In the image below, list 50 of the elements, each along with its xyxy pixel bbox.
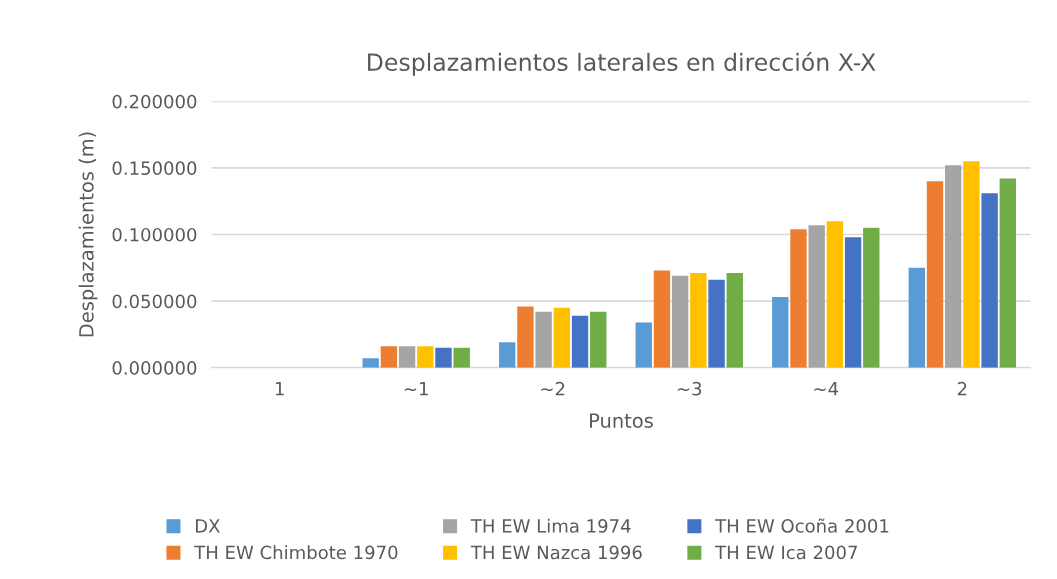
bar	[571, 315, 589, 368]
bar	[671, 275, 689, 368]
y-tick-label: 0.200000	[112, 94, 197, 109]
y-tick-label: 0.050000	[112, 294, 197, 309]
bar	[908, 267, 925, 368]
legend-label: DX	[196, 519, 220, 533]
bar	[690, 273, 707, 368]
bar	[590, 311, 607, 368]
bar	[499, 342, 516, 368]
y-tick-label: 0.000000	[112, 361, 197, 375]
bar	[453, 347, 470, 368]
x-axis-title: Puntos	[590, 413, 653, 428]
bar	[926, 181, 944, 368]
bar	[553, 307, 571, 368]
legend-label: TH EW Lima 1974	[470, 518, 631, 533]
legend-label: TH EW Nazca 1996	[470, 545, 642, 560]
x-tick-label: 1	[275, 382, 284, 396]
bar	[726, 273, 743, 368]
x-tick-label: ~1	[404, 382, 428, 396]
legend-label: TH EW Chimbote 1970	[194, 545, 398, 560]
bar	[772, 297, 789, 368]
bar	[826, 221, 844, 368]
bar	[362, 358, 379, 368]
x-tick-label: ~3	[677, 381, 702, 396]
bar	[999, 178, 1017, 368]
y-tick-label: 0.100000	[112, 227, 197, 242]
x-tick-label: 2	[957, 381, 967, 396]
legend-label: TH EW Ocoña 2001	[715, 518, 889, 533]
bar	[844, 237, 862, 368]
y-tick-label: 0.150000	[112, 161, 197, 176]
chart-title: Desplazamientos laterales en dirección X-X	[368, 51, 876, 76]
legend-label: TH EW Ica 2007	[715, 545, 857, 560]
bar	[380, 346, 398, 368]
bar	[981, 193, 998, 368]
x-tick-label: ~2	[541, 381, 565, 396]
bar	[790, 229, 807, 368]
bar	[708, 279, 725, 368]
y-axis-title: Desplazamientos (m)	[78, 132, 98, 337]
bar	[808, 225, 825, 368]
bar	[435, 347, 452, 368]
bar	[863, 227, 880, 368]
bar	[398, 346, 416, 368]
bar	[635, 322, 652, 368]
bar	[535, 311, 552, 368]
x-tick-label: ~4	[814, 382, 839, 396]
bar	[417, 346, 434, 368]
bar	[963, 161, 980, 368]
bar	[517, 306, 534, 368]
bar	[945, 165, 962, 368]
bar	[653, 270, 671, 368]
